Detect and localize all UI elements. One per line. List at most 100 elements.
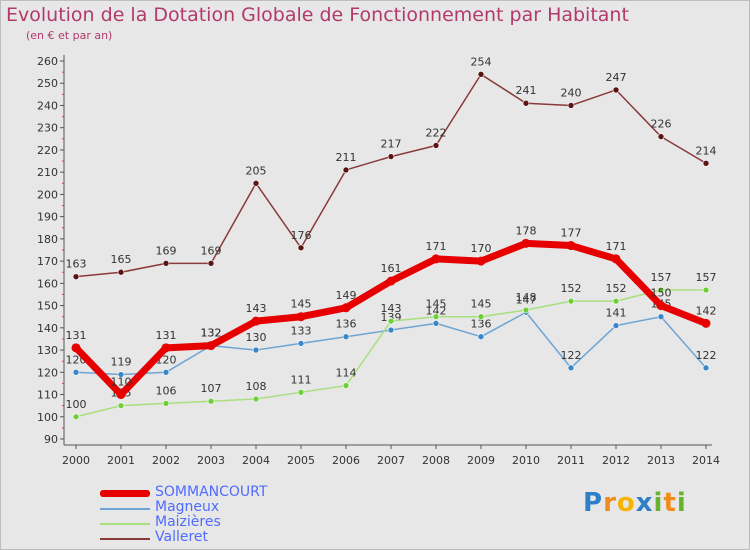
- data-label: 143: [246, 302, 267, 315]
- data-label: 143: [381, 302, 402, 315]
- y-tick-label: 190: [37, 211, 58, 224]
- data-label: 176: [291, 229, 312, 242]
- y-tick-label: 220: [37, 144, 58, 157]
- data-label: 149: [336, 289, 357, 302]
- legend-swatch: [100, 538, 150, 540]
- data-label: 141: [606, 307, 627, 320]
- data-label: 122: [561, 349, 582, 362]
- y-tick-label: 110: [37, 389, 58, 402]
- data-point: [656, 301, 666, 311]
- data-point: [522, 99, 530, 107]
- x-tick-label: 2011: [557, 454, 585, 467]
- y-tick-label: 140: [37, 322, 58, 335]
- data-point: [612, 86, 620, 94]
- data-point: [702, 159, 710, 167]
- chart-title: Evolution de la Dotation Globale de Fonc…: [6, 4, 629, 26]
- data-label: 114: [336, 367, 357, 380]
- data-point: [387, 317, 395, 325]
- data-point: [432, 313, 440, 321]
- data-point: [161, 343, 171, 353]
- data-label: 131: [66, 329, 87, 342]
- data-point: [702, 286, 710, 294]
- data-point: [522, 306, 530, 314]
- x-tick-label: 2010: [512, 454, 540, 467]
- data-point: [251, 316, 261, 326]
- data-point: [477, 333, 485, 341]
- x-tick-label: 2001: [107, 454, 135, 467]
- x-tick-label: 2008: [422, 454, 450, 467]
- data-point: [477, 313, 485, 321]
- data-label: 152: [606, 282, 627, 295]
- legend-label: Valleret: [155, 529, 209, 545]
- data-point: [207, 397, 215, 405]
- y-tick-label: 210: [37, 166, 58, 179]
- y-tick-label: 160: [37, 277, 58, 290]
- x-tick-label: 2013: [647, 454, 675, 467]
- y-tick-label: 200: [37, 188, 58, 201]
- data-point: [252, 179, 260, 187]
- data-point: [387, 153, 395, 160]
- data-label: 132: [201, 327, 222, 340]
- data-point: [117, 402, 125, 409]
- data-point: [117, 371, 125, 378]
- data-label: 132: [201, 327, 222, 340]
- y-tick-label: 250: [37, 77, 58, 90]
- x-tick-label: 2003: [197, 454, 225, 467]
- data-label: 145: [426, 298, 447, 311]
- data-label: 170: [471, 242, 492, 255]
- data-point: [657, 286, 665, 294]
- data-label: 217: [381, 138, 402, 151]
- data-point: [162, 260, 170, 267]
- data-point: [657, 313, 665, 321]
- data-label: 211: [336, 151, 357, 164]
- data-label: 107: [201, 382, 222, 395]
- data-label: 145: [291, 298, 312, 311]
- data-point: [252, 395, 260, 403]
- legend-swatch: [100, 508, 150, 510]
- y-tick-label: 230: [37, 122, 58, 135]
- data-label: 119: [111, 356, 132, 369]
- data-label: 106: [156, 384, 177, 397]
- data-label: 177: [561, 227, 582, 240]
- legend-label: SOMMANCOURT: [155, 484, 268, 500]
- data-point: [72, 413, 80, 421]
- data-label: 150: [651, 287, 672, 300]
- data-label: 163: [66, 258, 87, 271]
- data-label: 161: [381, 262, 402, 275]
- data-point: [432, 320, 440, 327]
- data-label: 100: [66, 398, 87, 411]
- y-tick-label: 260: [37, 55, 58, 68]
- data-label: 136: [471, 318, 492, 331]
- y-tick-label: 120: [37, 366, 58, 379]
- chart-subtitle: (en € et par an): [26, 29, 113, 42]
- data-label: 130: [246, 331, 267, 344]
- x-tick-label: 2007: [377, 454, 405, 467]
- data-label: 241: [516, 84, 537, 97]
- x-tick-label: 2012: [602, 454, 630, 467]
- data-point: [297, 389, 305, 396]
- data-point: [206, 341, 216, 351]
- data-point: [342, 166, 350, 174]
- legend-label: Maizières: [155, 514, 221, 530]
- data-point: [702, 364, 710, 372]
- proxiti-logo: Proxiti: [583, 488, 687, 518]
- legend-swatch: [100, 523, 150, 525]
- data-point: [567, 102, 575, 109]
- data-label: 247: [606, 71, 627, 84]
- y-tick-label: 170: [37, 255, 58, 268]
- data-point: [612, 297, 620, 305]
- data-label: 157: [651, 271, 672, 284]
- data-label: 152: [561, 282, 582, 295]
- data-point: [567, 364, 575, 372]
- x-tick-label: 2006: [332, 454, 360, 467]
- data-label: 110: [111, 376, 132, 389]
- data-label: 169: [156, 244, 177, 257]
- data-point: [476, 256, 486, 266]
- data-point: [387, 326, 395, 334]
- x-tick-label: 2000: [62, 454, 90, 467]
- data-point: [567, 297, 575, 305]
- data-label: 108: [246, 380, 267, 393]
- data-point: [297, 244, 305, 252]
- x-tick-label: 2014: [692, 454, 720, 467]
